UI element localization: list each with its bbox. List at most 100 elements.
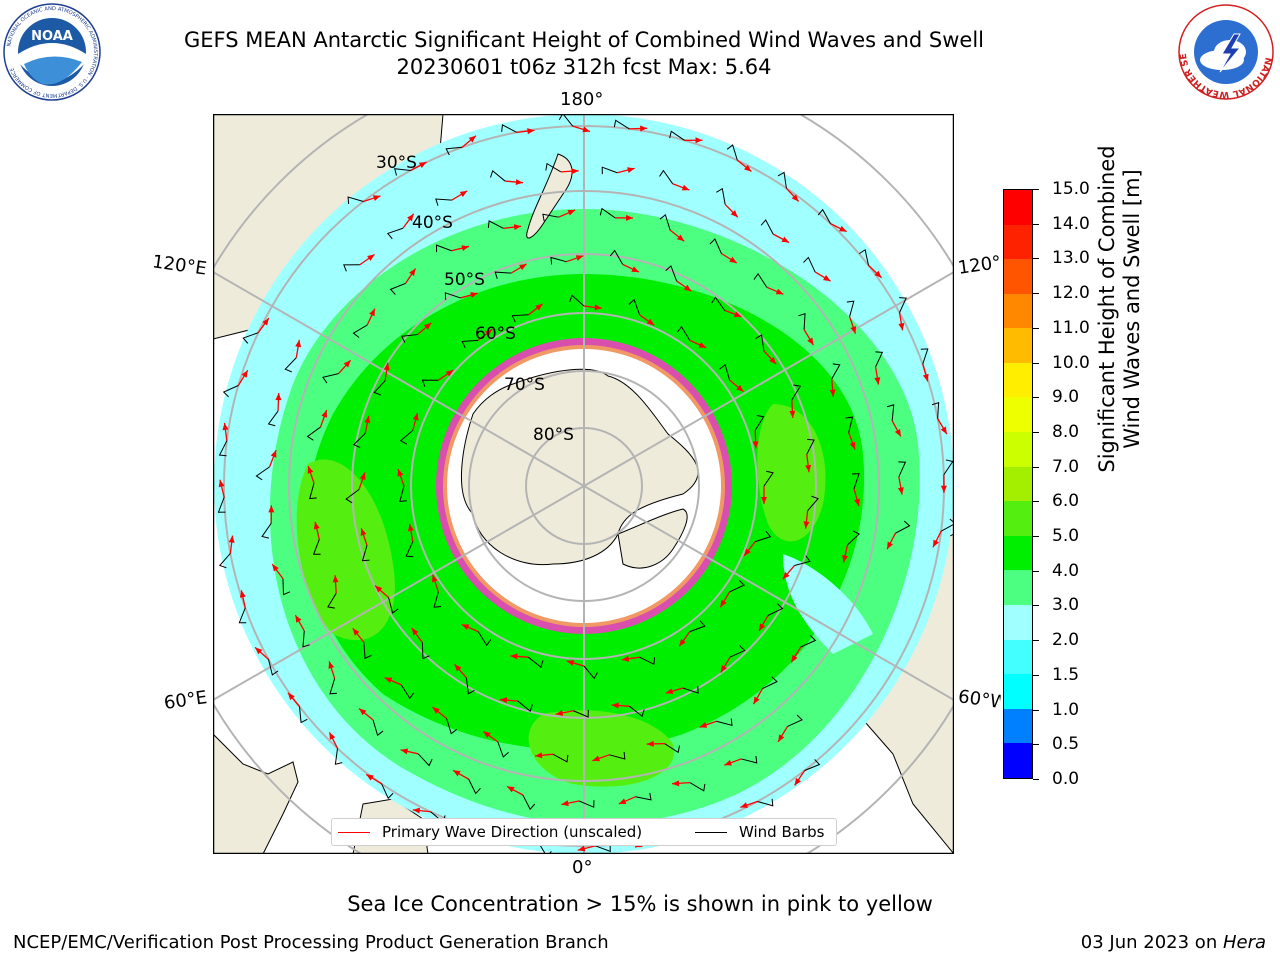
wind-barb <box>599 207 616 219</box>
wind-barb <box>760 219 774 235</box>
wave-direction-arrowhead <box>724 759 732 766</box>
wave-direction-arrowhead <box>571 168 579 175</box>
colorbar-segment <box>1004 708 1032 744</box>
lat-label-30s: 30°S <box>376 153 417 173</box>
lon-label-120w: 120°W <box>956 253 1002 279</box>
colorbar-segment <box>1004 604 1032 640</box>
wave-direction-arrowhead <box>829 389 836 397</box>
wave-direction-arrowhead <box>468 135 476 143</box>
wind-barb <box>511 314 529 323</box>
wave-direction-arrowhead <box>729 256 737 263</box>
colorbar-tick-label: 1.0 <box>1052 699 1080 720</box>
wave-direction-arrowhead <box>849 441 856 450</box>
wave-direction-arrowhead <box>698 342 707 348</box>
wave-direction-arrowhead <box>621 655 630 662</box>
colorbar-tick-label: 12.0 <box>1052 283 1090 304</box>
wind-barb <box>552 753 569 763</box>
wind-barb <box>282 578 291 596</box>
wave-direction-arrowhead <box>775 288 784 295</box>
wave-direction-arrowhead <box>499 697 508 704</box>
wind-barb <box>345 489 360 504</box>
wave-direction-arrowhead <box>720 664 728 673</box>
wave-direction-arrowhead <box>222 422 229 431</box>
wind-barb <box>558 114 574 127</box>
wind-barb <box>852 473 860 490</box>
wave-direction-arrowhead <box>411 628 419 636</box>
wave-direction-arrowhead <box>922 373 929 382</box>
wind-barb <box>421 642 430 660</box>
wave-direction-arrowhead <box>683 284 692 292</box>
wind-barb <box>238 607 247 624</box>
wind-barb <box>497 741 509 758</box>
wave-direction-arrowhead <box>364 415 371 424</box>
wind-barb <box>528 656 544 668</box>
wind-barb <box>898 461 907 478</box>
wave-direction-arrowhead <box>761 497 767 504</box>
wave-direction-arrowhead <box>681 184 690 191</box>
wave-direction-arrowhead <box>352 628 360 636</box>
wind-barb <box>787 714 803 727</box>
land-southern-africa <box>213 733 299 854</box>
wave-direction-arrowhead <box>577 845 586 852</box>
colorbar-segment <box>1004 293 1032 329</box>
wind-barb <box>859 248 869 266</box>
lat-label-80s: 80°S <box>533 425 574 445</box>
wind-barb <box>753 272 768 288</box>
colorbar-segment <box>1004 570 1032 605</box>
wind-barb <box>312 539 321 555</box>
colorbar-segment <box>1004 743 1032 778</box>
wave-direction-arrowhead <box>295 339 302 348</box>
wave-direction-arrowhead <box>894 428 901 437</box>
wave-direction-arrowhead <box>782 571 790 580</box>
colorbar-segment <box>1004 501 1032 536</box>
wave-direction-arrowhead <box>842 555 849 563</box>
wave-direction-arrowhead <box>383 362 390 371</box>
wave-direction-arrowhead <box>839 225 847 232</box>
wave-direction-arrowhead <box>461 245 469 252</box>
wave-direction-arrowhead <box>329 732 336 740</box>
noaa-logo: NOAA NATIONAL OCEANIC AND ATMOSPHERIC AD… <box>3 3 101 101</box>
chart-title: GEFS MEAN Antarctic Significant Height o… <box>183 28 985 52</box>
wave-direction-arrowhead <box>733 311 742 318</box>
colorbar-tick <box>1033 293 1039 295</box>
colorbar-tick-label: 14.0 <box>1052 213 1090 234</box>
colorbar-tick <box>1033 189 1039 190</box>
wind-barb <box>777 171 787 189</box>
wave-direction-arrowhead <box>397 469 404 477</box>
wind-barb <box>635 792 652 801</box>
colorbar-tick <box>1033 362 1039 364</box>
wave-direction-arrowhead <box>898 322 905 331</box>
wave-direction-arrowhead <box>218 479 225 488</box>
wave-direction-arrowhead <box>611 702 619 709</box>
wind-barb <box>309 483 317 500</box>
wave-direction-arrowhead <box>328 661 335 669</box>
wind-barb <box>361 545 370 562</box>
wind-barb <box>794 555 811 567</box>
wave-direction-arrowhead <box>452 770 461 777</box>
lon-label-0: 0° <box>572 857 593 878</box>
noaa-logo-text: NOAA <box>31 29 73 44</box>
wave-direction-arrowhead <box>567 209 576 216</box>
colorbar-tick <box>1033 640 1039 642</box>
footer-credit: NCEP/EMC/Verification Post Processing Pr… <box>13 932 609 953</box>
wave-direction-arrowhead <box>483 731 491 738</box>
wave-direction-arrowhead <box>791 654 798 663</box>
wind-barb <box>388 597 399 614</box>
wave-direction-arrowhead <box>424 322 432 330</box>
colorbar-segment <box>1004 362 1032 398</box>
wave-direction-arrowhead <box>794 777 801 786</box>
footer-host: Hera <box>1222 932 1266 953</box>
wave-direction-arrowhead <box>360 528 367 536</box>
colorbar-tick-label: 15.0 <box>1052 179 1090 199</box>
wave-direction-arrowhead <box>759 623 766 631</box>
wave-direction-arrowhead <box>640 125 648 132</box>
wind-barb <box>803 256 816 273</box>
wind-barb <box>763 470 774 487</box>
wind-barb <box>222 385 239 398</box>
wave-direction-arrowhead <box>874 377 881 385</box>
wave-direction-arrowhead <box>736 384 744 392</box>
colorbar-tick <box>1033 501 1039 503</box>
wind-barb <box>689 620 706 633</box>
wind-barb <box>433 591 442 608</box>
wave-direction-arrowhead <box>854 498 860 507</box>
